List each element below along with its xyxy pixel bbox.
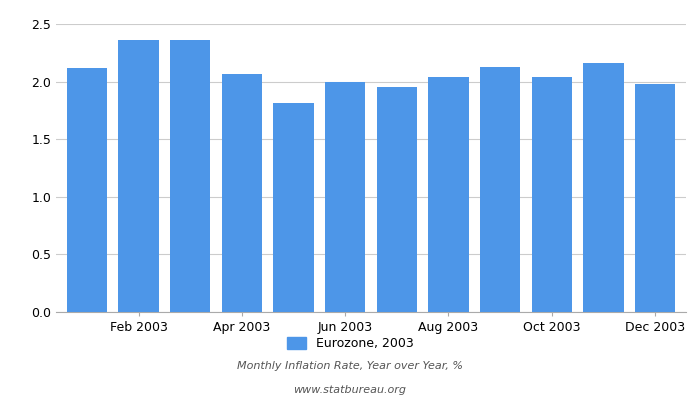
Bar	[531, 77, 572, 312]
Bar	[170, 40, 211, 312]
Text: Monthly Inflation Rate, Year over Year, %: Monthly Inflation Rate, Year over Year, …	[237, 361, 463, 371]
Bar	[66, 68, 107, 312]
Bar	[377, 87, 417, 312]
Bar	[635, 84, 675, 312]
Bar	[118, 40, 159, 312]
Bar	[222, 74, 262, 312]
Bar	[583, 63, 624, 312]
Legend: Eurozone, 2003: Eurozone, 2003	[281, 332, 419, 355]
Bar	[274, 104, 314, 312]
Bar	[428, 77, 468, 312]
Bar	[325, 82, 365, 312]
Bar	[480, 67, 520, 312]
Text: www.statbureau.org: www.statbureau.org	[293, 385, 407, 395]
